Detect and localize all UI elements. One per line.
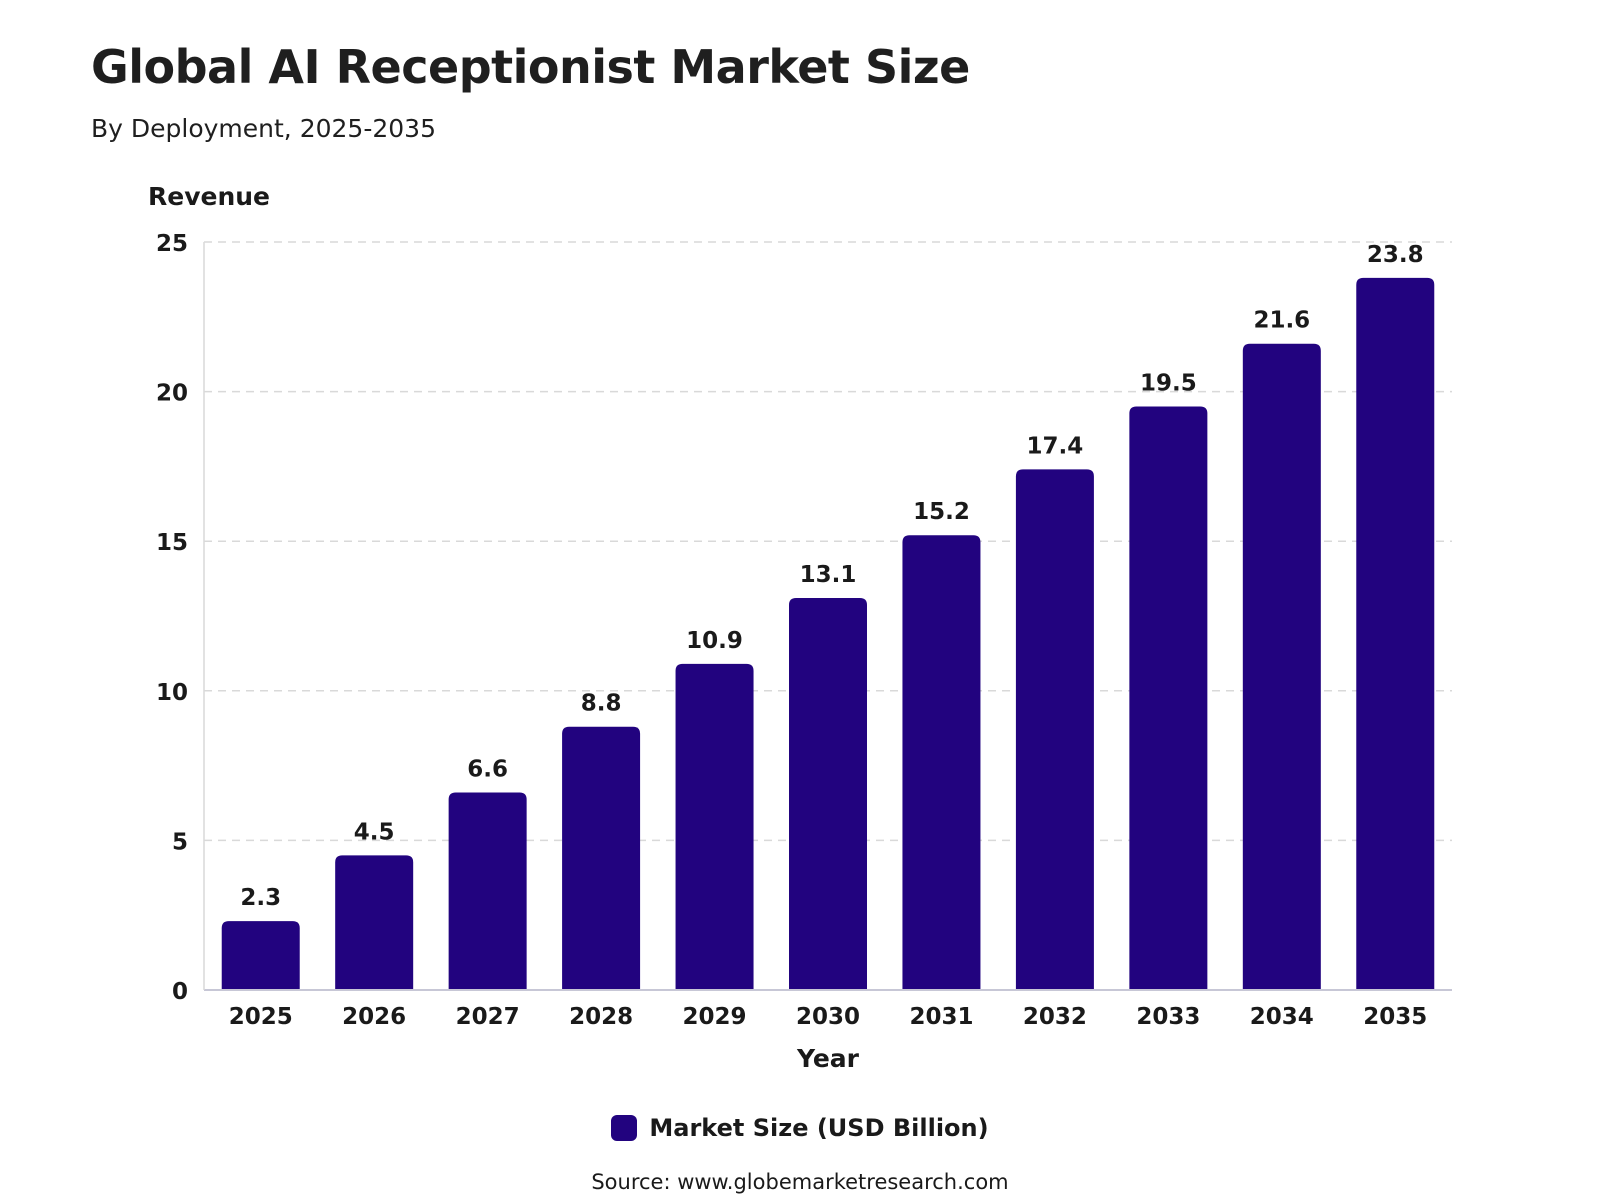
y-tick-label: 10 (156, 680, 188, 706)
y-tick-label: 25 (156, 231, 188, 257)
y-tick-label: 0 (172, 979, 188, 1005)
data-label: 2.3 (240, 885, 281, 911)
data-label: 19.5 (1140, 371, 1197, 397)
x-tick-label: 2030 (796, 1004, 860, 1030)
bar (1356, 277, 1435, 990)
bar (221, 921, 300, 990)
legend-swatch (611, 1115, 638, 1141)
x-tick-label: 2026 (342, 1004, 406, 1030)
y-axis-label: Revenue (148, 182, 270, 211)
chart-subtitle: By Deployment, 2025-2035 (91, 114, 436, 143)
bars (221, 277, 1435, 991)
x-tick-label: 2035 (1363, 1004, 1427, 1030)
data-label: 6.6 (467, 757, 508, 783)
y-tick-label: 5 (172, 829, 188, 855)
data-label: 13.1 (800, 562, 857, 588)
x-tick-label: 2025 (229, 1004, 293, 1030)
bar (335, 855, 414, 990)
bar (562, 726, 641, 990)
x-axis-ticks: 2025 2026 2027 2028 2029 2030 2031 2032 2033 2034… (229, 1004, 1428, 1030)
x-tick-label: 2031 (909, 1004, 973, 1030)
bar (1242, 343, 1321, 990)
y-tick-label: 15 (156, 530, 188, 556)
legend: Market Size (USD Billion) (0, 1114, 1600, 1142)
source-note: Source: www.globemarketresearch.com (591, 1170, 1009, 1194)
x-tick-label: 2033 (1136, 1004, 1200, 1030)
data-label: 15.2 (913, 499, 970, 525)
x-tick-label: 2032 (1023, 1004, 1087, 1030)
x-axis-label: Year (796, 1044, 860, 1073)
data-labels: 2.3 4.5 6.6 8.8 10.9 13.1 15.2 17.4 19.5 21.6 23.8 (240, 242, 1423, 911)
data-label: 10.9 (686, 628, 743, 654)
bar (675, 663, 754, 990)
x-tick-label: 2029 (683, 1004, 747, 1030)
data-label: 4.5 (354, 819, 395, 845)
x-tick-label: 2027 (456, 1004, 520, 1030)
x-tick-label: 2028 (569, 1004, 633, 1030)
bar (902, 535, 981, 990)
bar (789, 598, 867, 990)
legend-label: Market Size (USD Billion) (649, 1114, 989, 1142)
data-label: 8.8 (581, 691, 622, 717)
data-label: 17.4 (1027, 433, 1084, 459)
bar (1015, 469, 1094, 991)
data-label: 23.8 (1367, 242, 1424, 268)
chart-title: Global AI Receptionist Market Size (91, 40, 970, 94)
x-tick-label: 2034 (1250, 1004, 1314, 1030)
bar (448, 792, 527, 990)
y-tick-label: 20 (156, 381, 188, 407)
y-axis-ticks: 0 5 10 15 20 25 (156, 231, 188, 1005)
data-label: 21.6 (1253, 308, 1310, 334)
bar (1129, 406, 1208, 990)
